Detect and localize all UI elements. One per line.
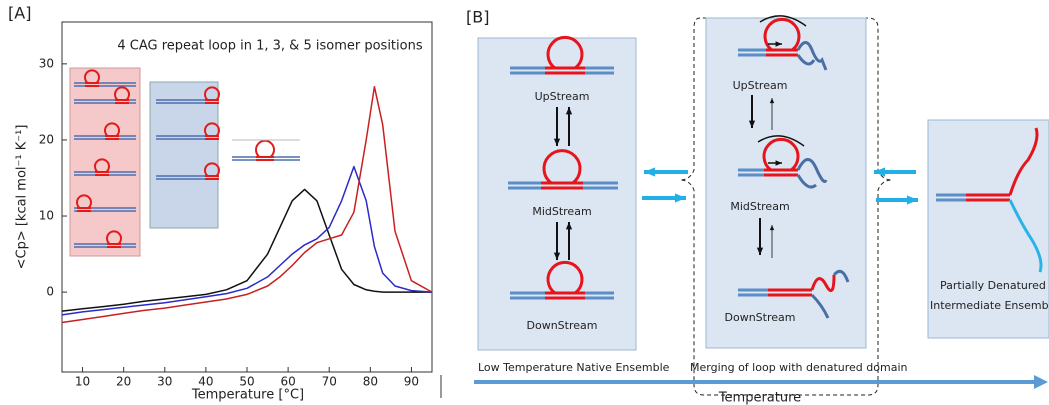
tail	[810, 274, 836, 293]
y-tick-label: 30	[39, 56, 54, 70]
temperature-label: Temperature	[718, 391, 801, 405]
arrowhead	[565, 107, 573, 115]
line-series	[61, 165, 433, 316]
arrowhead	[775, 41, 782, 47]
caption: Partially Denatured	[940, 279, 1046, 292]
loop	[546, 260, 584, 295]
arrowhead	[565, 222, 573, 230]
arrowhead	[674, 193, 686, 203]
loop	[106, 230, 122, 245]
arrowhead	[775, 160, 782, 166]
loop	[76, 194, 92, 209]
arrowhead	[769, 98, 775, 104]
caption: Intermediate Ensembl	[930, 299, 1049, 312]
x-tick-label: 90	[404, 375, 419, 389]
panel-label: [B]	[466, 8, 489, 27]
loop	[204, 122, 220, 137]
tail	[1008, 127, 1039, 196]
tail	[832, 269, 850, 283]
tail	[796, 54, 816, 66]
arrowhead	[748, 120, 756, 128]
tail	[796, 174, 817, 189]
x-tick-label: 10	[75, 375, 90, 389]
loop	[763, 17, 801, 52]
tail	[1008, 199, 1043, 273]
loop	[114, 86, 130, 101]
x-tick-label: 20	[116, 375, 131, 389]
x-tick-label: 40	[198, 375, 213, 389]
rotation	[759, 15, 807, 27]
x-tick-label: 80	[363, 375, 378, 389]
y-tick-label: 10	[39, 209, 54, 223]
arrowhead	[756, 247, 764, 255]
loop	[546, 35, 584, 70]
merging-box	[705, 17, 867, 349]
arrowhead	[553, 138, 561, 146]
arrowhead	[874, 167, 886, 177]
y-axis-label: <Cp> [kcal mol⁻¹ K⁻¹]	[15, 125, 30, 270]
y-tick-label: 0	[46, 285, 54, 299]
x-tick-label: 50	[239, 375, 254, 389]
state-label: UpStream	[733, 79, 788, 92]
state-label: MidStream	[730, 200, 789, 213]
loop	[84, 69, 100, 84]
loop	[104, 122, 120, 137]
loop	[204, 86, 220, 101]
arrowhead	[906, 195, 918, 205]
arrowhead	[553, 252, 561, 260]
rotation	[757, 135, 805, 147]
loop	[762, 137, 800, 172]
caption: Merging of loop with denatured domain	[690, 361, 908, 374]
annotation: 4 CAG repeat loop in 1, 3, & 5 isomer po…	[117, 39, 422, 54]
tail	[810, 293, 830, 319]
x-axis-label: Temperature [°C]	[191, 388, 304, 403]
x-tick-label: 70	[322, 375, 337, 389]
state-label: DownStream	[725, 311, 796, 324]
y-tick-label: 20	[39, 132, 54, 146]
loop	[255, 139, 275, 158]
x-tick-label: 30	[157, 375, 172, 389]
tail	[796, 41, 828, 71]
x-tick-label: 60	[280, 375, 295, 389]
state-label: DownStream	[527, 319, 598, 332]
tail	[796, 158, 828, 183]
arrowhead	[644, 167, 656, 177]
state-label: MidStream	[532, 205, 591, 218]
line-series	[61, 85, 433, 324]
arrowhead	[769, 225, 775, 231]
temperature-arrowhead	[1034, 375, 1048, 389]
native-box	[477, 37, 637, 351]
loop	[94, 158, 110, 173]
state-label: UpStream	[535, 90, 590, 103]
panel-label: [A]	[8, 4, 31, 23]
loop	[542, 149, 582, 185]
loop	[204, 162, 220, 177]
line-series	[61, 188, 432, 312]
caption: Low Temperature Native Ensemble	[478, 361, 670, 374]
inset-box	[149, 81, 219, 229]
